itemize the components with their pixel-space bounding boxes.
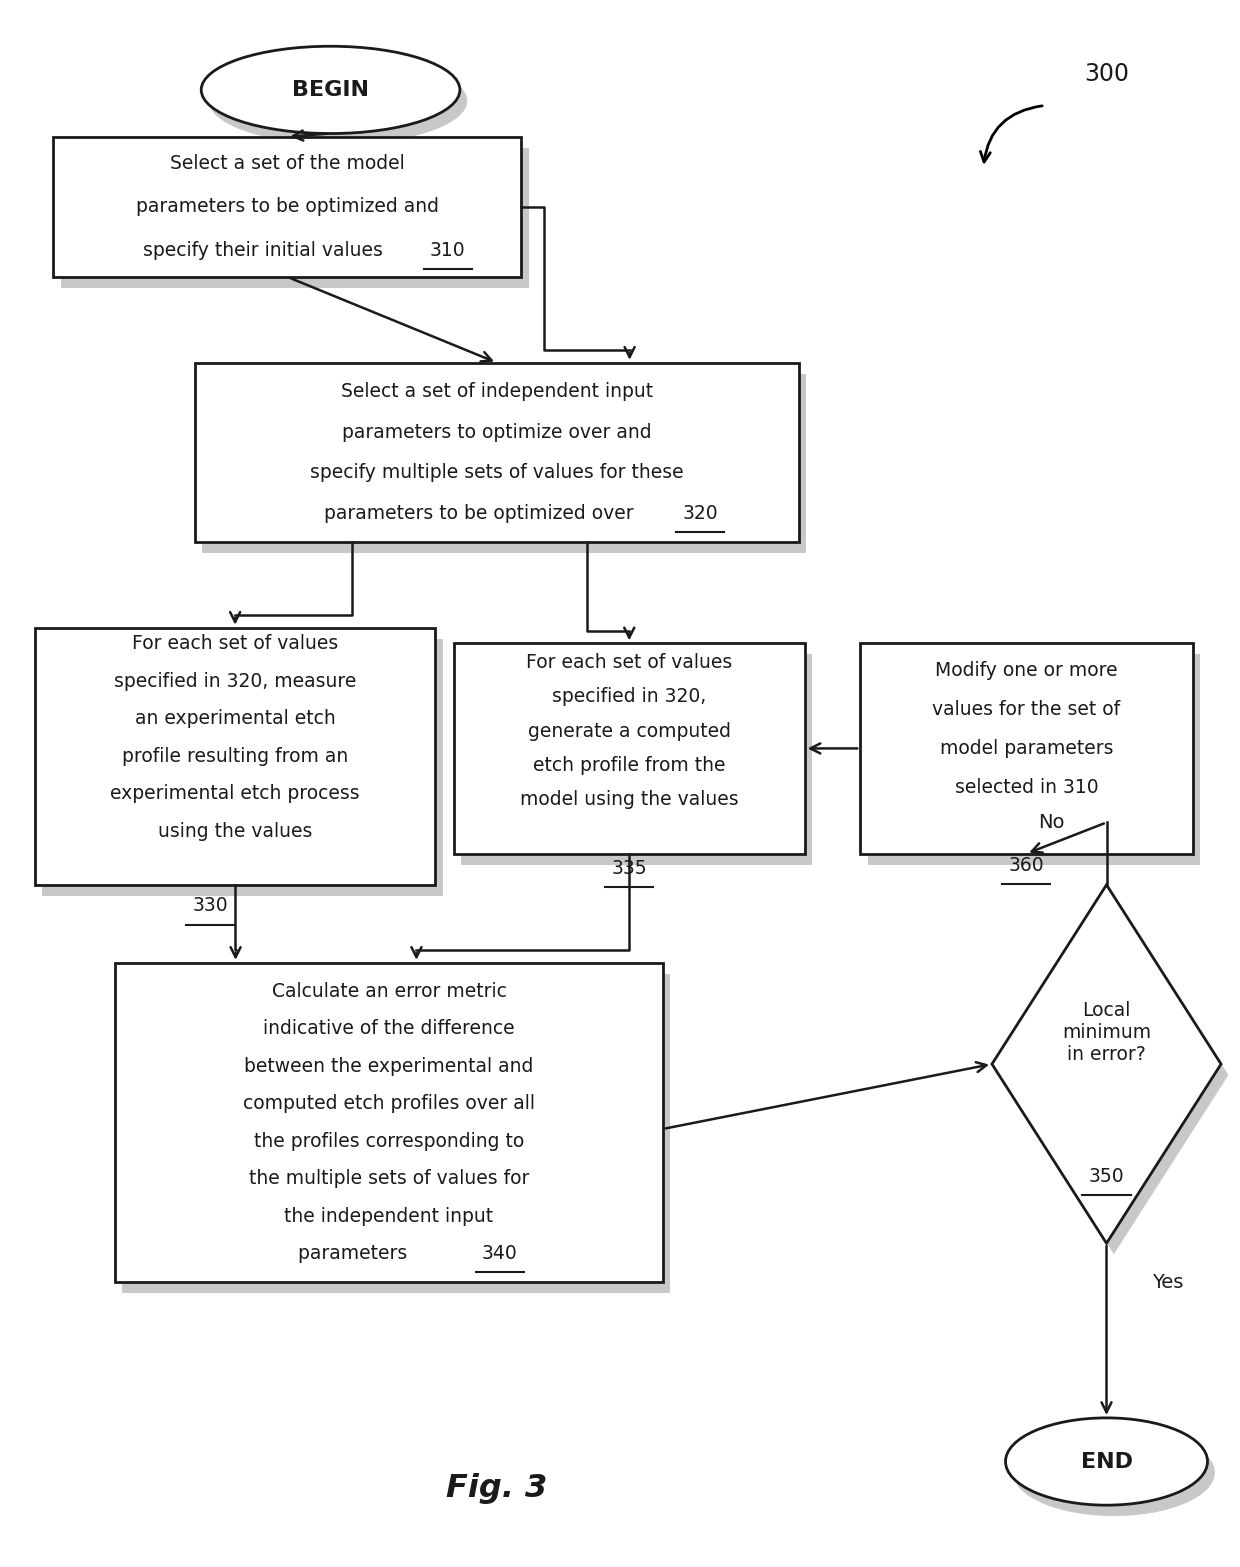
- Text: specify their initial values: specify their initial values: [143, 241, 394, 260]
- Text: using the values: using the values: [157, 821, 312, 840]
- FancyBboxPatch shape: [35, 628, 435, 885]
- Text: specify multiple sets of values for these: specify multiple sets of values for thes…: [310, 462, 683, 483]
- Text: computed etch profiles over all: computed etch profiles over all: [243, 1094, 536, 1113]
- FancyBboxPatch shape: [195, 362, 799, 542]
- FancyBboxPatch shape: [115, 962, 663, 1282]
- Text: model using the values: model using the values: [520, 790, 739, 810]
- Text: For each set of values: For each set of values: [131, 635, 339, 653]
- Text: 350: 350: [1089, 1167, 1125, 1186]
- Text: specified in 320,: specified in 320,: [552, 688, 707, 707]
- Text: 300: 300: [1084, 63, 1128, 86]
- FancyBboxPatch shape: [53, 136, 522, 277]
- Text: the profiles corresponding to: the profiles corresponding to: [254, 1131, 525, 1150]
- Text: Select a set of the model: Select a set of the model: [170, 154, 404, 172]
- Ellipse shape: [1006, 1418, 1208, 1506]
- Text: model parameters: model parameters: [940, 740, 1114, 758]
- Polygon shape: [992, 885, 1221, 1243]
- Text: selected in 310: selected in 310: [955, 777, 1099, 798]
- Text: the multiple sets of values for: the multiple sets of values for: [249, 1169, 529, 1188]
- Ellipse shape: [1013, 1429, 1215, 1517]
- Text: BEGIN: BEGIN: [293, 80, 370, 100]
- Text: between the experimental and: between the experimental and: [244, 1056, 533, 1077]
- FancyBboxPatch shape: [202, 373, 806, 553]
- FancyBboxPatch shape: [461, 653, 812, 865]
- FancyBboxPatch shape: [42, 638, 443, 896]
- Text: 330: 330: [192, 896, 228, 915]
- Text: parameters to be optimized over: parameters to be optimized over: [324, 503, 645, 522]
- Text: values for the set of: values for the set of: [932, 700, 1121, 719]
- Text: Local
minimum
in error?: Local minimum in error?: [1061, 1001, 1151, 1064]
- Text: parameters to be optimized and: parameters to be optimized and: [136, 197, 439, 216]
- Text: generate a computed: generate a computed: [528, 722, 730, 741]
- FancyBboxPatch shape: [861, 642, 1193, 854]
- Ellipse shape: [201, 47, 460, 133]
- Text: END: END: [1080, 1451, 1132, 1471]
- FancyBboxPatch shape: [868, 653, 1200, 865]
- Text: Yes: Yes: [1152, 1272, 1184, 1291]
- Text: 335: 335: [611, 859, 647, 878]
- Text: etch profile from the: etch profile from the: [533, 755, 725, 776]
- Text: For each set of values: For each set of values: [526, 653, 733, 672]
- Text: parameters: parameters: [298, 1244, 419, 1263]
- Text: specified in 320, measure: specified in 320, measure: [114, 672, 356, 691]
- FancyBboxPatch shape: [61, 147, 528, 288]
- Text: 310: 310: [430, 241, 465, 260]
- Text: indicative of the difference: indicative of the difference: [263, 1020, 515, 1039]
- Text: an experimental etch: an experimental etch: [135, 710, 336, 729]
- Text: 360: 360: [1008, 856, 1044, 874]
- Ellipse shape: [208, 56, 467, 144]
- FancyBboxPatch shape: [123, 973, 671, 1293]
- Text: 340: 340: [482, 1244, 518, 1263]
- Text: Modify one or more: Modify one or more: [935, 661, 1117, 680]
- Polygon shape: [999, 896, 1229, 1254]
- Text: 320: 320: [682, 503, 718, 522]
- Text: Calculate an error metric: Calculate an error metric: [272, 983, 506, 1001]
- FancyArrowPatch shape: [981, 107, 1042, 161]
- Text: Fig. 3: Fig. 3: [446, 1473, 547, 1503]
- Text: experimental etch process: experimental etch process: [110, 784, 360, 804]
- Text: profile resulting from an: profile resulting from an: [122, 747, 348, 766]
- Text: Select a set of independent input: Select a set of independent input: [341, 382, 653, 401]
- FancyBboxPatch shape: [454, 642, 805, 854]
- Text: parameters to optimize over and: parameters to optimize over and: [342, 423, 652, 442]
- Text: No: No: [1038, 813, 1064, 832]
- Text: the independent input: the independent input: [284, 1207, 494, 1225]
